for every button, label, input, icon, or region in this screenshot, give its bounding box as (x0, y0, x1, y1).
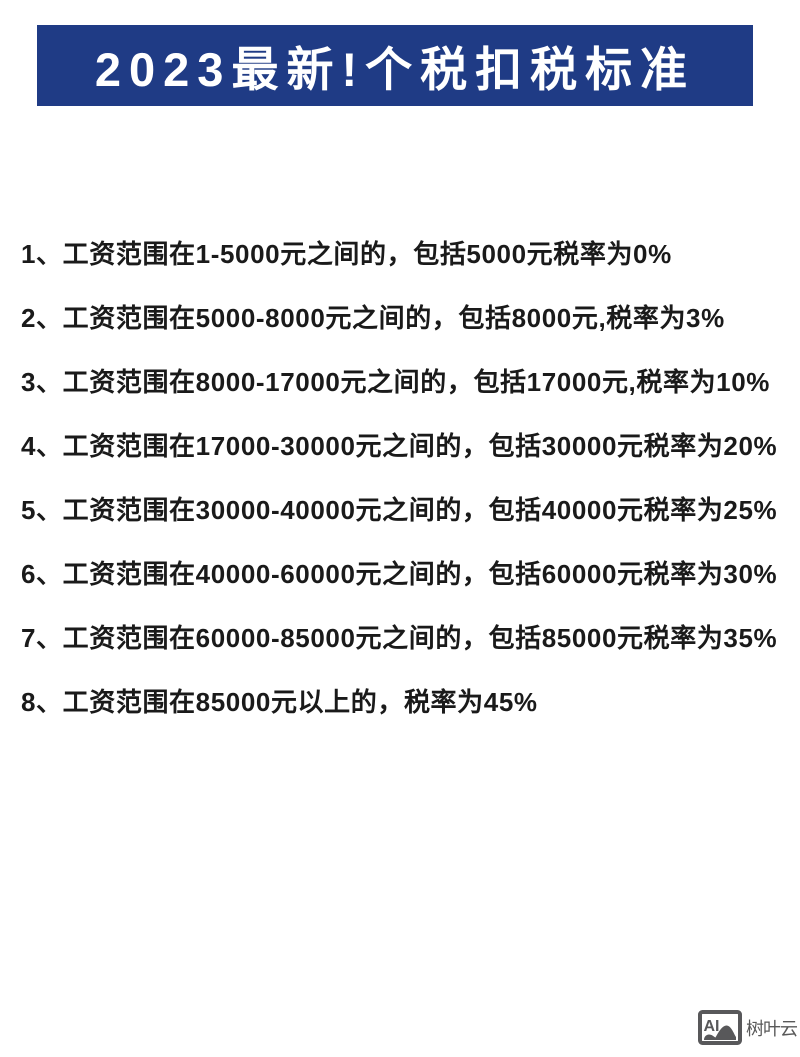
svg-text:AI: AI (704, 1018, 720, 1035)
